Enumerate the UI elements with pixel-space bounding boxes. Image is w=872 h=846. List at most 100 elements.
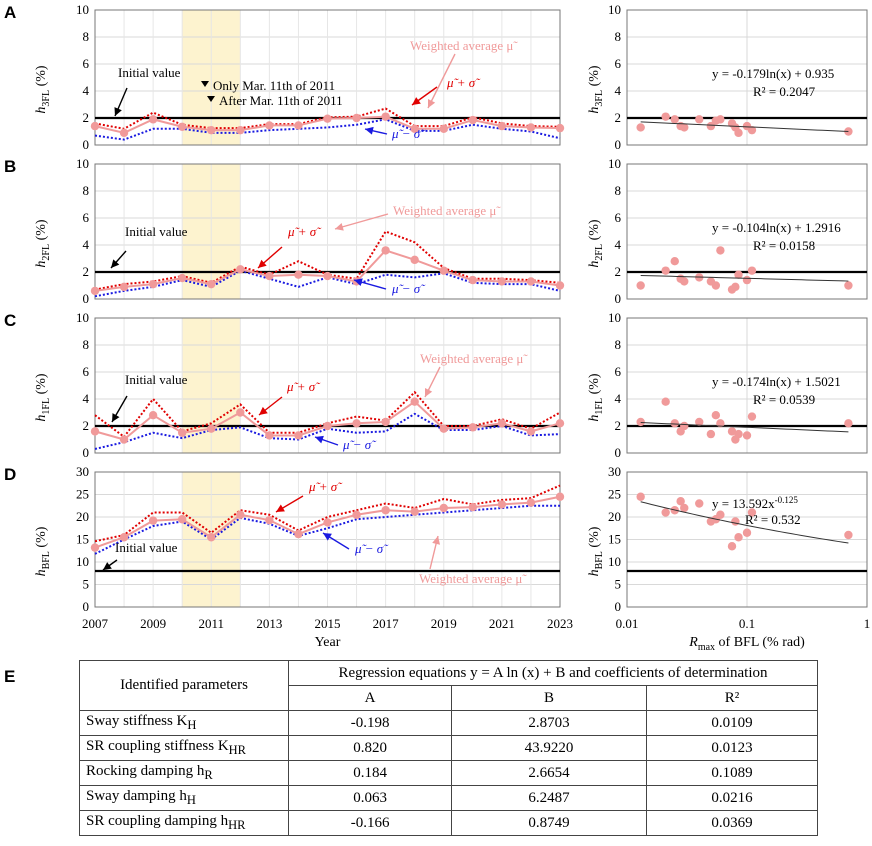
scatter-point: [695, 499, 704, 508]
weighted-average-point: [294, 431, 303, 440]
weighted-average-point: [265, 515, 274, 525]
weighted-average-point: [352, 419, 361, 428]
trend-equation: y = -0.104ln(x) + 1.2916: [712, 220, 841, 235]
mu-minus-sigma-label: μ̃ − σ̃: [391, 126, 426, 141]
scatter-point: [636, 281, 645, 290]
table-row: Sway damping hH 0.063 6.2487 0.0216: [79, 785, 819, 811]
mu-plus-sigma-label: μ̃ + σ̃: [308, 479, 343, 494]
x-tick-label: 2019: [431, 616, 457, 631]
scatter-x-axis-title: Rmax of BFL (% rad): [688, 635, 805, 653]
weighted-average-point: [439, 424, 448, 433]
scatter-xlabel-main: R: [688, 635, 698, 650]
weighted-average-point: [555, 123, 565, 133]
y-tick-label: 10: [76, 310, 89, 325]
trend-line: [640, 501, 849, 544]
scatter-xlabel-sub: max: [698, 642, 715, 653]
scatter-frame: [626, 317, 868, 454]
scatter-frame: [626, 9, 868, 146]
weighted-average-point: [148, 115, 158, 124]
weighted-average-point: [555, 492, 565, 501]
param-sub: H: [186, 793, 196, 807]
weighted-average-point: [119, 282, 129, 292]
y-tick-label: 2: [83, 110, 90, 125]
trend-r2: R² = 0.0158: [753, 238, 815, 253]
scatter-point: [706, 429, 716, 439]
x-tick-label: 2017: [373, 616, 400, 631]
table-row: SR coupling damping hHR -0.166 0.8749 0.…: [79, 810, 819, 836]
y-tick-label: 10: [608, 156, 621, 171]
scatter-point: [747, 412, 757, 421]
scatter-x-tick-label: 0.01: [616, 616, 639, 631]
ylabel-sub: 2FL: [594, 244, 605, 261]
value-r2: 0.0369: [645, 810, 819, 836]
col-b-header: B: [451, 685, 647, 711]
param-sub: H: [187, 718, 197, 732]
trend-line: [640, 422, 849, 433]
value-b: 43.9220: [451, 735, 647, 761]
scatter-point: [727, 427, 737, 436]
ylabel-unit: (%): [34, 526, 49, 551]
weighted-average-point: [526, 427, 536, 436]
scatter-point: [844, 530, 853, 540]
scatter-point: [742, 431, 752, 440]
ylabel-unit: (%): [587, 219, 602, 244]
weighted-average-point: [410, 124, 419, 133]
ylabel-sub: BFL: [594, 551, 605, 569]
x-tick-label: 2021: [489, 616, 515, 631]
weighted-average-point: [439, 124, 448, 133]
y-tick-label: 4: [615, 237, 622, 252]
weighted-average-arrow-shaft: [427, 53, 456, 109]
mu-plus-sigma-arrow-head: [276, 504, 285, 512]
mu-plus-sigma-arrow-head: [259, 406, 268, 415]
ylabel-unit: (%): [587, 526, 602, 551]
weighted-average-point: [90, 121, 100, 131]
scatter-point: [706, 121, 716, 131]
y-tick-label: 8: [615, 337, 622, 352]
ylabel-main: h: [587, 107, 602, 114]
weighted-average-point: [352, 113, 361, 123]
scatter-point: [734, 270, 743, 279]
scatter-point: [680, 277, 689, 286]
scatter-point: [661, 397, 670, 406]
ylabel-main: h: [587, 261, 602, 268]
scatter-x-tick-label: 0.1: [739, 616, 755, 631]
weighted-average-point: [265, 271, 274, 281]
scatter-xlabel-rest: of BFL (% rad): [715, 635, 805, 650]
value-r2: 0.1089: [645, 760, 819, 786]
scatter-point: [695, 115, 704, 124]
ylabel-main: h: [587, 569, 602, 576]
scatter-point: [661, 266, 670, 275]
weighted-average-point: [294, 270, 303, 279]
x-tick-label: 2023: [547, 616, 573, 631]
y-tick-label: 30: [76, 464, 89, 479]
col-a-header: A: [287, 685, 453, 711]
ylabel-sub: 1FL: [41, 398, 52, 415]
weighted-average-point: [148, 279, 158, 289]
ylabel-main: h: [34, 261, 49, 268]
y-tick-label: 8: [615, 183, 622, 198]
weighted-average-arrow-head: [428, 99, 436, 108]
value-r2: 0.0109: [645, 710, 819, 736]
scatter-point: [636, 123, 645, 132]
plot-frame: [94, 163, 561, 300]
panel-letter-E: E: [4, 667, 15, 686]
scatter-point: [716, 246, 725, 255]
scatter-frame: [626, 471, 868, 608]
weighted-average-point: [497, 419, 507, 428]
initial-value-arrow-head: [111, 259, 120, 268]
y-tick-label: 6: [83, 210, 90, 225]
weighted-average-point: [381, 417, 390, 427]
scatter-point: [844, 419, 853, 428]
only-2011-label: Only Mar. 11th of 2011: [213, 78, 335, 93]
weighted-average-point: [207, 424, 216, 433]
weighted-average-point: [555, 281, 565, 290]
trend-equation: y = 13.592x-0.125: [712, 495, 798, 511]
x-tick-label: 2007: [82, 616, 109, 631]
ylabel-main: h: [587, 415, 602, 422]
weighted-average-point: [90, 286, 100, 296]
x-tick-label: 2011: [198, 616, 224, 631]
weighted-average-point: [439, 503, 448, 513]
x-axis-title: Year: [315, 635, 341, 650]
panel-letter-C: C: [4, 311, 16, 330]
weighted-average-point: [177, 428, 187, 437]
